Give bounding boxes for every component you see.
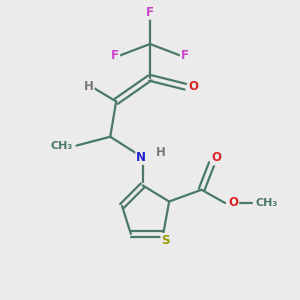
Text: N: N <box>136 151 146 164</box>
Text: CH₃: CH₃ <box>51 141 73 151</box>
Text: F: F <box>146 6 154 19</box>
Text: S: S <box>161 234 170 247</box>
Text: O: O <box>189 80 199 93</box>
Text: F: F <box>181 49 189 62</box>
Text: O: O <box>228 196 238 209</box>
Text: CH₃: CH₃ <box>256 198 278 208</box>
Text: O: O <box>211 152 221 164</box>
Text: F: F <box>111 49 119 62</box>
Text: H: H <box>156 146 166 159</box>
Text: H: H <box>84 80 94 93</box>
